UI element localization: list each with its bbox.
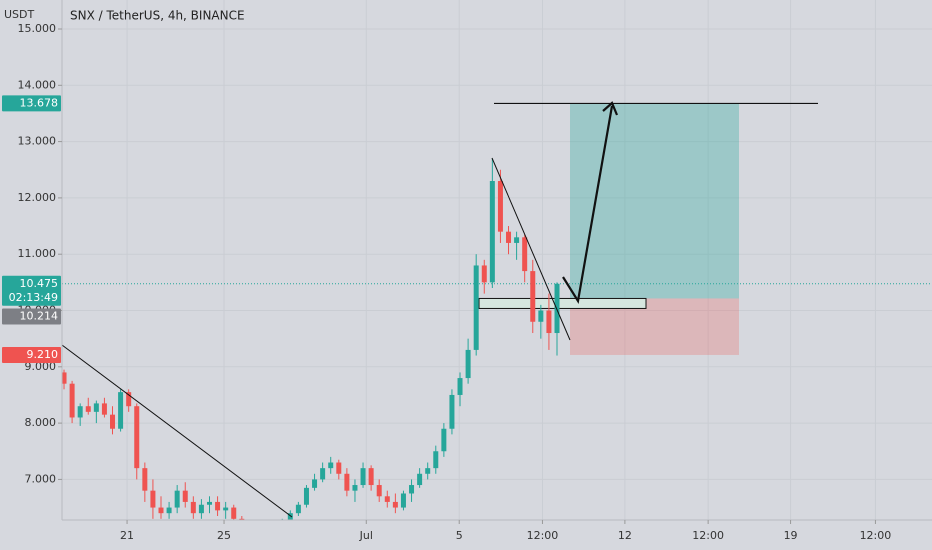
- trend-line: [62, 344, 293, 518]
- candle-body: [182, 490, 188, 502]
- candle-body: [400, 493, 406, 508]
- candle-body: [344, 473, 350, 491]
- candle-body: [417, 473, 423, 486]
- candle-body: [239, 518, 245, 520]
- candle-body: [376, 485, 382, 497]
- stop-label-bg: [2, 346, 61, 363]
- candle-body: [77, 406, 83, 418]
- candle-body: [85, 406, 91, 412]
- candle-body: [538, 310, 544, 322]
- y-tick-label: 8.000: [25, 416, 57, 429]
- candle-body: [514, 237, 520, 243]
- candle-body: [62, 372, 67, 384]
- candle-body: [530, 271, 536, 322]
- candles: [62, 158, 560, 520]
- x-tick-label: 25: [217, 529, 231, 542]
- candle-body: [409, 485, 415, 494]
- grid: [62, 0, 932, 520]
- entry-label-bg: [2, 308, 61, 325]
- candle-body: [352, 485, 358, 491]
- candle-body: [158, 507, 164, 514]
- candle-body: [69, 383, 75, 418]
- drawings: [478, 102, 818, 355]
- candle-body: [287, 513, 293, 520]
- trend-line: [491, 157, 571, 341]
- candle-body: [303, 487, 309, 505]
- candle-body: [174, 490, 180, 508]
- candle-body: [206, 501, 212, 505]
- drawings: [62, 101, 619, 518]
- x-tick-label: 12:00: [860, 529, 892, 542]
- candle-body: [93, 403, 99, 412]
- candle-body: [118, 392, 124, 429]
- y-tick-label: 11.000: [18, 247, 57, 260]
- candle-body: [425, 468, 431, 474]
- y-tick-label: 7.000: [25, 472, 57, 485]
- candle-body: [223, 507, 229, 511]
- candle-body: [336, 462, 342, 474]
- candle-body: [465, 349, 471, 379]
- candle-body: [360, 468, 366, 486]
- y-tick-label: 14.000: [18, 78, 57, 91]
- y-tick-label: 15.000: [18, 22, 57, 35]
- chart-title: SNX / TetherUS, 4h, BINANCE: [70, 9, 245, 23]
- candle-body: [190, 501, 196, 514]
- candle-body: [368, 468, 374, 486]
- currency-label: USDT: [4, 8, 35, 21]
- candle-body: [392, 501, 398, 508]
- y-tick-label: 12.000: [18, 191, 57, 204]
- candle-body: [198, 504, 204, 514]
- x-tick-label: 5: [456, 529, 463, 542]
- x-tick-label: 12: [618, 529, 632, 542]
- candle-body: [110, 414, 116, 429]
- candle-body: [320, 468, 326, 480]
- candle-body: [312, 479, 318, 488]
- candle-body: [481, 265, 487, 283]
- arrow: [562, 105, 614, 305]
- y-tick-label: 13.000: [18, 135, 57, 148]
- candle-body: [231, 507, 237, 519]
- x-tick-label: 21: [120, 529, 134, 542]
- y-tick-label: 9.000: [25, 360, 57, 373]
- support-zone: [478, 297, 647, 309]
- target-label-bg: [2, 95, 61, 112]
- candle-body: [489, 181, 495, 283]
- candle-body: [328, 462, 334, 469]
- candle-body: [384, 496, 390, 502]
- last-price-label: 10.475: [20, 277, 59, 290]
- candle-body: [166, 507, 172, 514]
- candle-body: [215, 501, 221, 511]
- candle-body: [441, 428, 447, 452]
- axes: 7.0008.0009.00010.00011.00012.00013.0001…: [2, 22, 891, 542]
- x-tick-label: 12:00: [527, 529, 559, 542]
- arrow-head: [602, 101, 619, 116]
- profit-zone: [570, 103, 739, 299]
- x-tick-label: Jul: [359, 529, 373, 542]
- target-label: 13.678: [20, 96, 59, 109]
- x-tick-label: 12:00: [692, 529, 724, 542]
- candle-body: [101, 403, 107, 415]
- candle-body: [506, 231, 512, 243]
- candle-body: [522, 237, 528, 272]
- last-price-label-bg: [2, 275, 61, 306]
- candle-body: [126, 392, 132, 407]
- candle-body: [142, 468, 148, 491]
- candle-body: [449, 394, 455, 429]
- candle-body: [295, 504, 301, 514]
- candle-body: [134, 406, 140, 469]
- stop-label: 9.210: [27, 348, 59, 361]
- candle-body: [546, 310, 552, 334]
- countdown-label: 02:13:49: [9, 291, 58, 304]
- candle-body: [497, 181, 503, 232]
- candle-body: [457, 378, 463, 395]
- candle-body: [150, 490, 156, 508]
- candle-body: [473, 265, 479, 350]
- candle-body: [554, 283, 560, 334]
- x-tick-label: 19: [784, 529, 798, 542]
- candle-body: [433, 451, 439, 469]
- entry-label: 10.214: [20, 309, 59, 322]
